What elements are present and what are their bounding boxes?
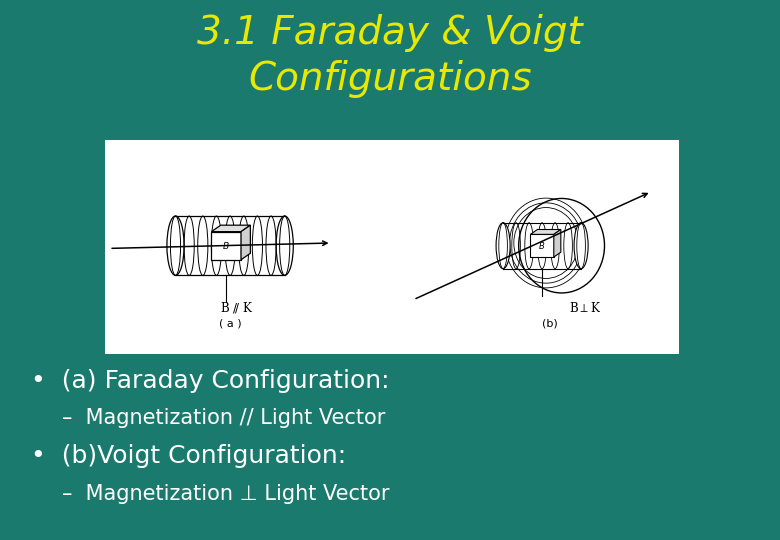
- FancyBboxPatch shape: [105, 140, 679, 354]
- Text: B$\perp$K: B$\perp$K: [569, 301, 601, 315]
- Polygon shape: [554, 230, 561, 257]
- Text: •  (a) Faraday Configuration:: • (a) Faraday Configuration:: [31, 369, 390, 393]
- Ellipse shape: [276, 216, 293, 275]
- Text: –  Magnetization ⊥ Light Vector: – Magnetization ⊥ Light Vector: [62, 484, 390, 504]
- Ellipse shape: [496, 222, 510, 268]
- Polygon shape: [530, 230, 561, 234]
- Text: B: B: [223, 242, 229, 251]
- Ellipse shape: [519, 198, 604, 293]
- Polygon shape: [211, 232, 241, 260]
- Text: B $\mathit{/\!/}$ K: B $\mathit{/\!/}$ K: [220, 300, 253, 315]
- Ellipse shape: [574, 222, 588, 268]
- Polygon shape: [530, 234, 554, 257]
- Text: 3.1 Faraday & Voigt
Configurations: 3.1 Faraday & Voigt Configurations: [197, 14, 583, 98]
- Text: –  Magnetization // Light Vector: – Magnetization // Light Vector: [62, 408, 386, 429]
- Text: B: B: [539, 242, 545, 251]
- Ellipse shape: [167, 216, 184, 275]
- Polygon shape: [211, 225, 250, 232]
- Polygon shape: [241, 225, 250, 260]
- Text: •  (b)Voigt Configuration:: • (b)Voigt Configuration:: [31, 444, 346, 468]
- Text: ( a ): ( a ): [218, 319, 242, 329]
- Text: (b): (b): [542, 319, 558, 329]
